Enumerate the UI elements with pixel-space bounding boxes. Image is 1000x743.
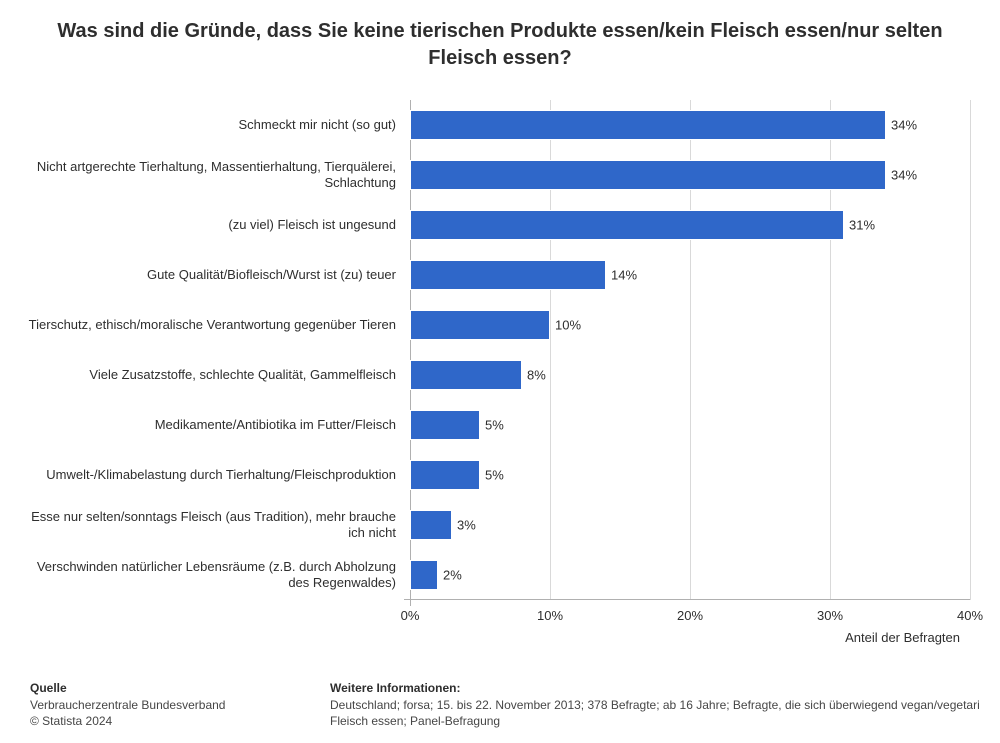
bar-row: Gute Qualität/Biofleisch/Wurst ist (zu) … bbox=[410, 260, 970, 290]
bar-value-label: 10% bbox=[549, 318, 581, 333]
category-label: Gute Qualität/Biofleisch/Wurst ist (zu) … bbox=[15, 267, 410, 283]
category-label: Umwelt-/Klimabelastung durch Tierhaltung… bbox=[15, 467, 410, 483]
plot-region: 0%10%20%30%40%Schmeckt mir nicht (so gut… bbox=[410, 100, 970, 600]
bar: 5% bbox=[410, 460, 480, 490]
bar: 10% bbox=[410, 310, 550, 340]
bar: 14% bbox=[410, 260, 606, 290]
bar-row: (zu viel) Fleisch ist ungesund31% bbox=[410, 210, 970, 240]
x-tick-label: 20% bbox=[677, 608, 703, 623]
x-tick-label: 0% bbox=[401, 608, 420, 623]
bar-value-label: 5% bbox=[479, 418, 504, 433]
bar-value-label: 31% bbox=[843, 218, 875, 233]
bar: 2% bbox=[410, 560, 438, 590]
bar-row: Viele Zusatzstoffe, schlechte Qualität, … bbox=[410, 360, 970, 390]
bar-row: Tierschutz, ethisch/moralische Verantwor… bbox=[410, 310, 970, 340]
footer-source: Quelle Verbraucherzentrale Bundesverband… bbox=[30, 681, 290, 729]
category-label: Esse nur selten/sonntags Fleisch (aus Tr… bbox=[15, 509, 410, 542]
bar-row: Verschwinden natürlicher Lebensräume (z.… bbox=[410, 560, 970, 590]
bar-row: Schmeckt mir nicht (so gut)34% bbox=[410, 110, 970, 140]
chart-title: Was sind die Gründe, dass Sie keine tier… bbox=[0, 0, 1000, 82]
bar-row: Nicht artgerechte Tierhaltung, Massentie… bbox=[410, 160, 970, 190]
category-label: (zu viel) Fleisch ist ungesund bbox=[15, 217, 410, 233]
bar-row: Esse nur selten/sonntags Fleisch (aus Tr… bbox=[410, 510, 970, 540]
category-label: Tierschutz, ethisch/moralische Verantwor… bbox=[15, 317, 410, 333]
footer-info: Weitere Informationen: Deutschland; fors… bbox=[330, 681, 1000, 729]
category-label: Verschwinden natürlicher Lebensräume (z.… bbox=[15, 559, 410, 592]
bar: 31% bbox=[410, 210, 844, 240]
info-heading: Weitere Informationen: bbox=[330, 681, 1000, 695]
bar-value-label: 34% bbox=[885, 168, 917, 183]
chart-area: 0% 10% 20% 30% 40% Schmeckt mir nicht (so gut… bbox=[0, 90, 1000, 650]
bar: 5% bbox=[410, 410, 480, 440]
category-label: Nicht artgerechte Tierhaltung, Massentie… bbox=[15, 159, 410, 192]
category-label: Schmeckt mir nicht (so gut) bbox=[15, 117, 410, 133]
bar-row: Medikamente/Antibiotika im Futter/Fleisc… bbox=[410, 410, 970, 440]
bar-value-label: 8% bbox=[521, 368, 546, 383]
gridline bbox=[970, 100, 971, 600]
bar: 8% bbox=[410, 360, 522, 390]
bar-row: Umwelt-/Klimabelastung durch Tierhaltung… bbox=[410, 460, 970, 490]
bar-value-label: 3% bbox=[451, 518, 476, 533]
source-line2: © Statista 2024 bbox=[30, 713, 290, 729]
bar-value-label: 5% bbox=[479, 468, 504, 483]
bar: 3% bbox=[410, 510, 452, 540]
bar: 34% bbox=[410, 160, 886, 190]
source-heading: Quelle bbox=[30, 681, 290, 695]
bar: 34% bbox=[410, 110, 886, 140]
info-line2: Fleisch essen; Panel-Befragung bbox=[330, 713, 1000, 729]
bar-value-label: 34% bbox=[885, 118, 917, 133]
x-axis-line bbox=[404, 599, 970, 600]
info-line1: Deutschland; forsa; 15. bis 22. November… bbox=[330, 697, 1000, 713]
x-tick-label: 30% bbox=[817, 608, 843, 623]
category-label: Medikamente/Antibiotika im Futter/Fleisc… bbox=[15, 417, 410, 433]
bar-value-label: 14% bbox=[605, 268, 637, 283]
source-line1: Verbraucherzentrale Bundesverband bbox=[30, 697, 290, 713]
category-label: Viele Zusatzstoffe, schlechte Qualität, … bbox=[15, 367, 410, 383]
x-tick-label: 10% bbox=[537, 608, 563, 623]
x-tick-label: 40% bbox=[957, 608, 983, 623]
bar-value-label: 2% bbox=[437, 568, 462, 583]
x-axis-title: Anteil der Befragten bbox=[845, 630, 960, 645]
